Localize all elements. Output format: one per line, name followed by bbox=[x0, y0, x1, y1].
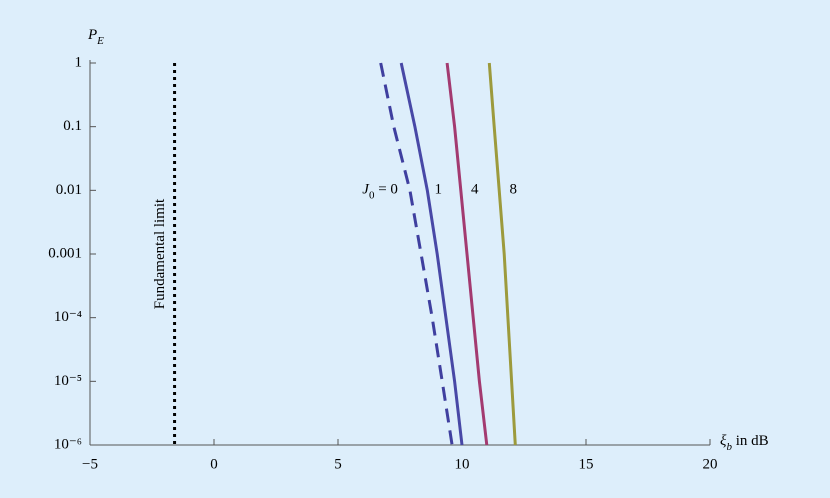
y-tick-label: 10⁻⁴ bbox=[54, 309, 82, 325]
x-tick-label: 5 bbox=[334, 456, 342, 472]
y-tick-label: 0.01 bbox=[56, 182, 82, 198]
y-tick-label: 10⁻⁶ bbox=[54, 436, 82, 452]
y-tick-label: 10⁻⁵ bbox=[54, 373, 82, 389]
y-tick-label: 0.001 bbox=[48, 245, 82, 261]
x-tick-label: 0 bbox=[210, 456, 218, 472]
series-name: 4 bbox=[471, 182, 479, 198]
series-label: 8 bbox=[509, 182, 517, 198]
x-axis-label: ξb in dB bbox=[720, 433, 769, 452]
label-prefix-text: = bbox=[374, 182, 390, 198]
label-prefix: J bbox=[362, 182, 370, 198]
series-line bbox=[399, 62, 464, 446]
y-axis-label: PE bbox=[87, 27, 104, 46]
y-tick-label: 1 bbox=[75, 54, 83, 70]
series-name: 0 bbox=[390, 182, 398, 198]
x-tick-label: −5 bbox=[82, 456, 98, 472]
series-label: 4 bbox=[471, 182, 479, 198]
series-label: 1 bbox=[435, 182, 443, 198]
x-tick-label: 20 bbox=[703, 456, 718, 472]
y-tick-label: 0.1 bbox=[63, 118, 82, 134]
x-tick-label: 15 bbox=[579, 456, 594, 472]
series-name: 8 bbox=[509, 182, 517, 198]
series-line bbox=[487, 62, 517, 446]
series-name: 1 bbox=[435, 182, 443, 198]
x-tick-label: 10 bbox=[455, 456, 470, 472]
label-prefix-sub: 0 bbox=[369, 189, 375, 201]
series-label: J0 = 0 bbox=[362, 182, 398, 201]
series-line bbox=[445, 62, 489, 446]
limit-label: Fundamental limit bbox=[152, 198, 168, 309]
